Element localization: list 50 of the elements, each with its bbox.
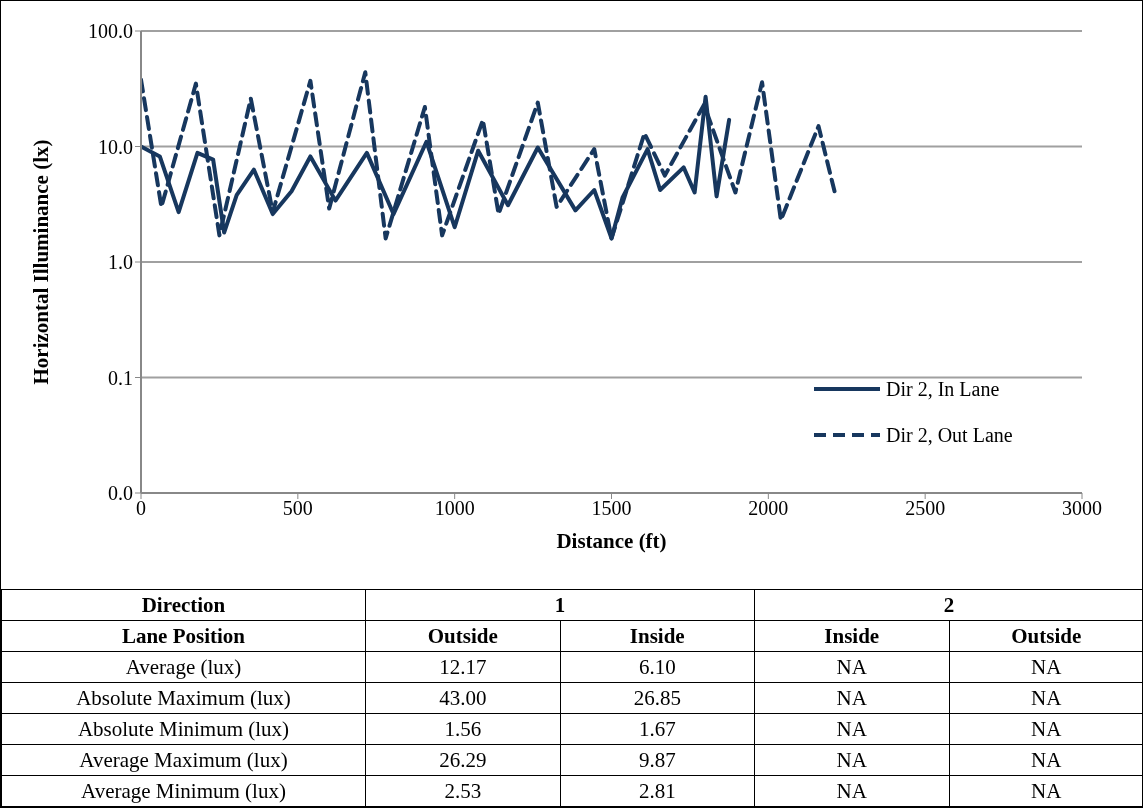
- y-tick-label: 1.0: [108, 251, 133, 274]
- text: NA: [949, 775, 1143, 807]
- text: NA: [754, 775, 949, 807]
- legend-label: Dir 2, Out Lane: [886, 423, 1013, 447]
- text: Lane Position: [1, 620, 366, 652]
- line-series: [141, 70, 838, 241]
- legend-label: Dir 2, In Lane: [886, 377, 1000, 401]
- text: 1.67: [560, 713, 755, 745]
- text: 6.10: [560, 651, 755, 683]
- x-tick-label: 3000: [1062, 497, 1102, 520]
- text: 2: [754, 589, 1143, 621]
- x-tick-label: 0: [136, 497, 146, 520]
- text: 2.53: [365, 775, 560, 807]
- y-tick-label: 0.1: [108, 366, 133, 389]
- text: Inside: [560, 620, 755, 652]
- text: 1: [365, 589, 755, 621]
- text: NA: [754, 682, 949, 714]
- text: 9.87: [560, 744, 755, 776]
- text: Average (lux): [1, 651, 366, 683]
- text: 43.00: [365, 682, 560, 714]
- x-tick-label: 1500: [591, 497, 632, 520]
- y-tick-label: 10.0: [98, 135, 133, 158]
- y-axis-title: Horizontal Illuminance (lx): [29, 139, 54, 385]
- text: NA: [754, 651, 949, 683]
- text: Direction: [1, 589, 366, 621]
- text: NA: [754, 744, 949, 776]
- x-tick-label: 500: [282, 497, 313, 520]
- y-tick-label: 100.0: [88, 20, 133, 43]
- text: Average Maximum (lux): [1, 744, 366, 776]
- text: 2.81: [560, 775, 755, 807]
- y-tick-label: 0.0: [108, 482, 133, 505]
- text: NA: [949, 651, 1143, 683]
- text: Inside: [754, 620, 949, 652]
- text: NA: [949, 744, 1143, 776]
- text: Outside: [365, 620, 560, 652]
- x-tick-label: 1000: [434, 497, 475, 520]
- text: 1.56: [365, 713, 560, 745]
- text: Absolute Maximum (lux): [1, 682, 366, 714]
- x-tick-label: 2500: [905, 497, 946, 520]
- text: NA: [949, 682, 1143, 714]
- text: NA: [754, 713, 949, 745]
- text: 12.17: [365, 651, 560, 683]
- text: Outside: [949, 620, 1143, 652]
- text: NA: [949, 713, 1143, 745]
- text: 26.29: [365, 744, 560, 776]
- text: 26.85: [560, 682, 755, 714]
- text: Absolute Minimum (lux): [1, 713, 366, 745]
- x-tick-label: 2000: [748, 497, 789, 520]
- x-axis-title: Distance (ft): [556, 529, 667, 553]
- text: Average Minimum (lux): [1, 775, 366, 807]
